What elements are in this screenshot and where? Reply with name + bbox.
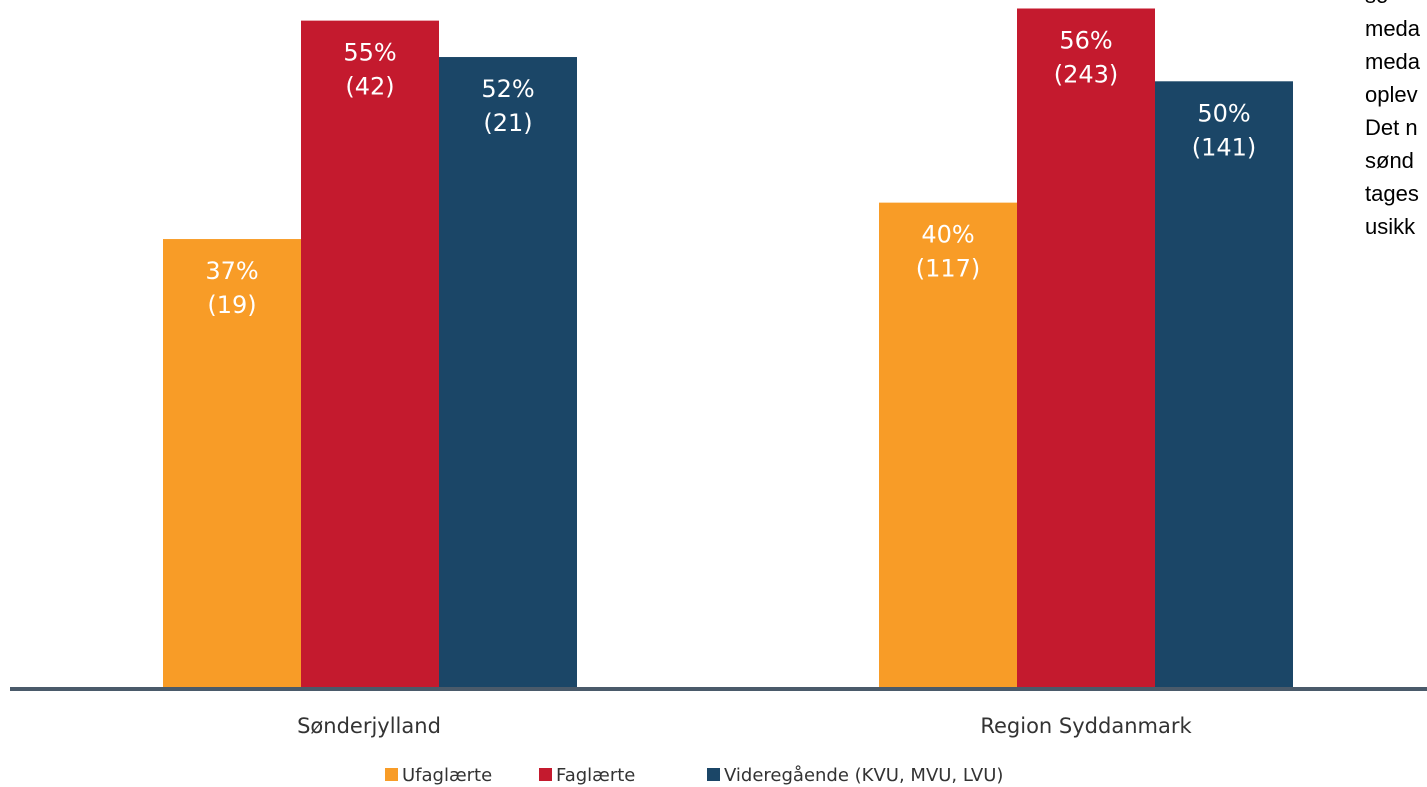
value-label: 50%	[1197, 99, 1250, 127]
value-label: 56%	[1059, 26, 1112, 54]
legend-label: Ufaglærte	[402, 765, 492, 786]
value-label: 52%	[481, 75, 534, 103]
side-text-line: Det n	[1365, 115, 1418, 140]
side-text-line: meda	[1365, 16, 1421, 41]
count-label: (42)	[345, 73, 394, 101]
bar	[1017, 8, 1155, 688]
bar	[301, 20, 439, 688]
side-text-line: oplev	[1365, 82, 1418, 107]
legend-swatch	[539, 768, 552, 781]
side-text-line: so	[1365, 0, 1388, 8]
value-label: 55%	[343, 39, 396, 67]
side-text-line: usikk	[1365, 214, 1416, 239]
bar	[163, 239, 301, 688]
side-text-line: tages	[1365, 181, 1419, 206]
count-label: (19)	[207, 291, 256, 319]
side-text-line: meda	[1365, 49, 1421, 74]
side-text-line: sønd	[1365, 148, 1414, 173]
legend-swatch	[707, 768, 720, 781]
value-label: 37%	[205, 257, 258, 285]
legend-swatch	[385, 768, 398, 781]
count-label: (141)	[1192, 133, 1257, 161]
count-label: (21)	[483, 109, 532, 137]
count-label: (117)	[916, 255, 981, 283]
legend-label: Videregående (KVU, MVU, LVU)	[724, 765, 1003, 786]
legend-label: Faglærte	[556, 765, 635, 786]
count-label: (243)	[1054, 60, 1119, 88]
bar	[1155, 81, 1293, 689]
x-tick-label: Region Syddanmark	[980, 714, 1192, 738]
x-tick-label: Sønderjylland	[297, 714, 441, 738]
bar	[879, 202, 1017, 689]
value-label: 40%	[921, 221, 974, 249]
bar	[439, 57, 577, 689]
